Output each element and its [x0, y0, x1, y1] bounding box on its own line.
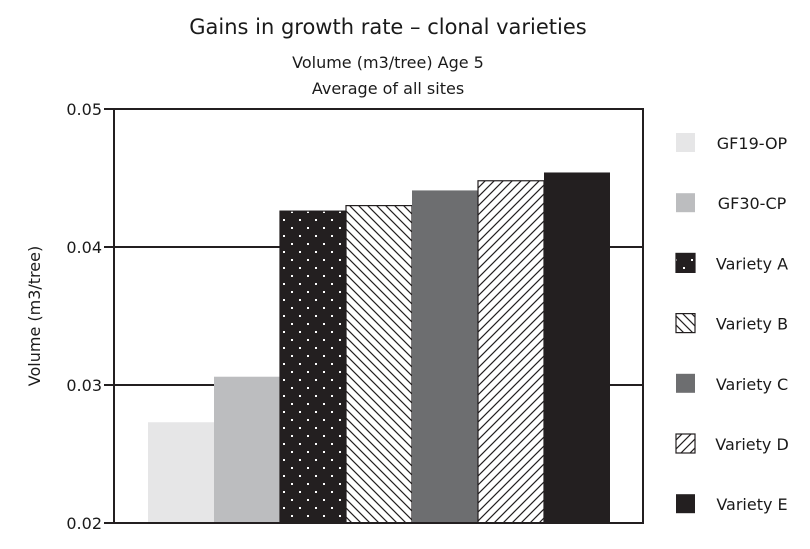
legend-label-variety-a: Variety A — [716, 254, 788, 273]
legend-swatch-variety-d — [675, 433, 696, 454]
plot-frame — [113, 108, 644, 524]
legend-label-gf19-op: GF19-OP — [717, 134, 788, 153]
chart-title: Gains in growth rate – clonal varieties — [189, 15, 587, 39]
y-tick-label: 0.03 — [66, 376, 102, 395]
legend-swatch-gf19-op — [676, 133, 695, 152]
legend-swatch-variety-e — [676, 494, 695, 514]
bar-variety-a — [279, 210, 347, 524]
legend-swatch-variety-b — [675, 313, 696, 334]
legend-swatch-gf30-cp — [676, 193, 695, 213]
legend-swatch-variety-a — [675, 252, 696, 273]
legend-label-variety-d: Variety D — [715, 435, 789, 454]
legend-label-variety-c: Variety C — [716, 375, 788, 394]
bar-variety-b — [345, 205, 413, 524]
y-tick-label: 0.04 — [66, 238, 102, 257]
y-axis-label: Volume (m3/tree) — [25, 246, 44, 386]
bar-variety-d — [477, 180, 545, 524]
legend-label-gf30-cp: GF30-CP — [718, 194, 787, 213]
legend-label-variety-b: Variety B — [716, 315, 788, 334]
y-axis-ticks: 0.02 0.03 0.04 0.05 — [66, 100, 102, 533]
chart-subtitle-line-2: Average of all sites — [312, 79, 464, 98]
bar-variety-e — [544, 172, 610, 524]
y-tick-label: 0.02 — [66, 514, 102, 533]
legend-swatch-variety-c — [676, 373, 695, 393]
y-tick-label: 0.05 — [66, 100, 102, 119]
bars — [148, 172, 610, 524]
bar-gf30-cp — [214, 376, 280, 523]
legend-label-variety-e: Variety E — [716, 495, 787, 514]
chart-subtitle-line-1: Volume (m3/tree) Age 5 — [292, 53, 484, 72]
bar-gf19-op — [148, 422, 214, 523]
bar-variety-c — [412, 190, 478, 524]
legend: GF19-OP GF30-CP Variety A Variety B Variety … — [675, 133, 789, 514]
